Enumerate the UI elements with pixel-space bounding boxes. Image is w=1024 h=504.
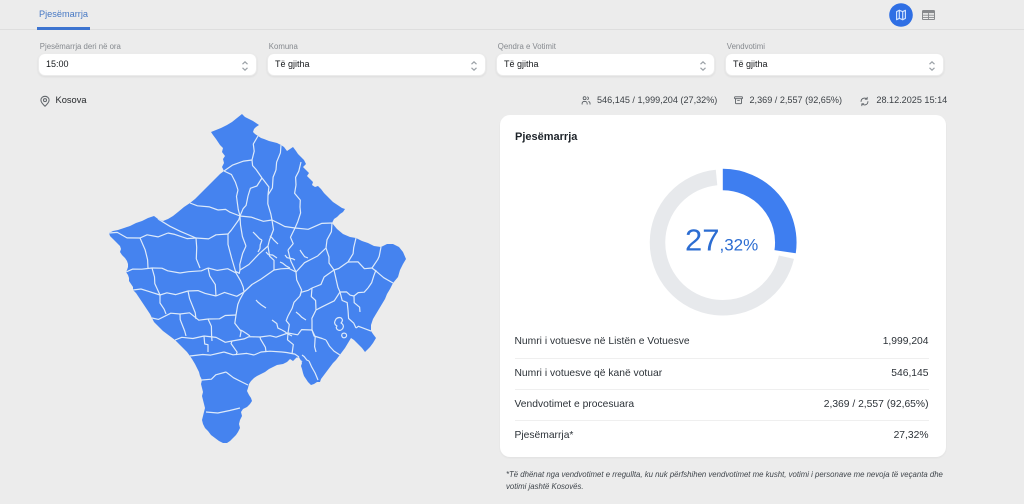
svg-text:27,32%: 27,32% bbox=[685, 223, 758, 258]
